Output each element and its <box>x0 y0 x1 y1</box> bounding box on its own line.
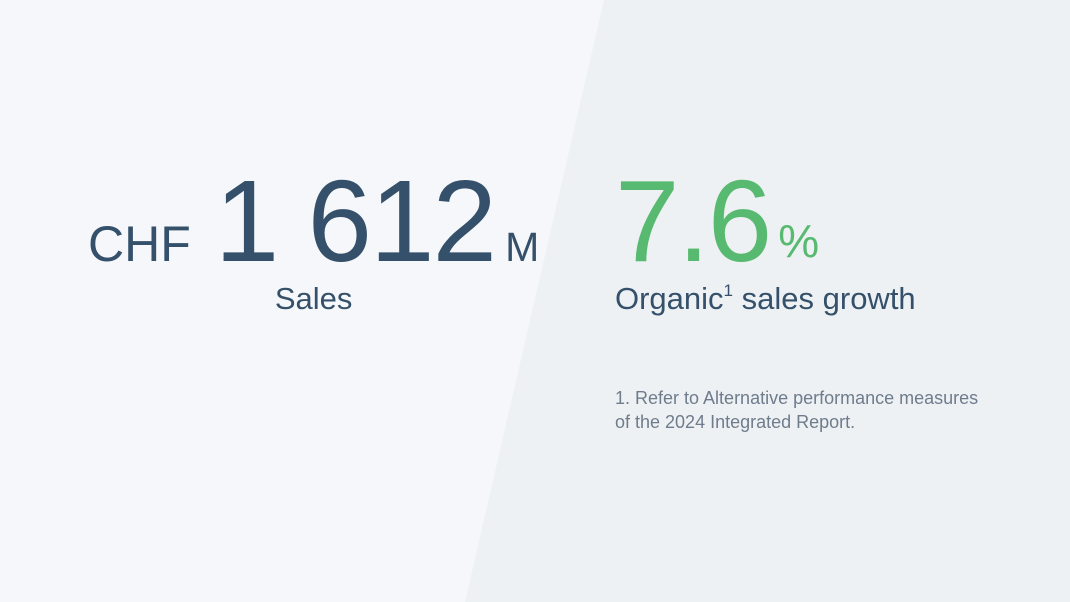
sales-kpi-figure: CHF 1 612 M <box>88 163 539 279</box>
organic-growth-figure: 7.6 % <box>615 163 978 279</box>
footnote-line-1: 1. Refer to Alternative performance meas… <box>615 388 979 408</box>
sales-kpi: CHF 1 612 M Sales <box>88 163 539 314</box>
organic-growth-label-suffix: sales growth <box>733 281 916 316</box>
footnote: 1. Refer to Alternative performance meas… <box>615 386 978 434</box>
organic-growth-label: Organic1 sales growth <box>615 280 978 316</box>
sales-kpi-currency: CHF <box>88 216 191 272</box>
organic-growth-unit: % <box>778 215 820 267</box>
organic-growth-footnote-marker: 1 <box>723 280 734 300</box>
organic-growth-label-prefix: Organic <box>615 281 724 316</box>
organic-growth-value: 7.6 <box>615 156 772 286</box>
organic-growth-kpi: 7.6 % Organic1 sales growth 1. Refer to … <box>615 163 978 434</box>
footnote-line-2: of the 2024 Integrated Report. <box>615 412 856 432</box>
sales-kpi-unit: M <box>505 224 540 270</box>
sales-kpi-label: Sales <box>274 281 353 316</box>
sales-kpi-value: 1 612 <box>214 156 497 286</box>
